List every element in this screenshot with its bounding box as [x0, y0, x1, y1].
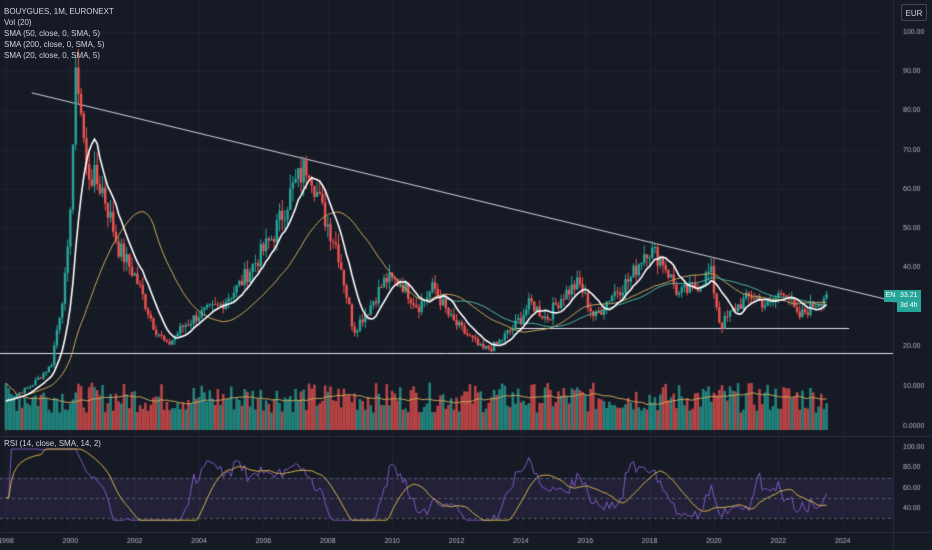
last-price: 33.21 [900, 292, 918, 299]
rsi-legend[interactable]: RSI (14, close, SMA, 14, 2) [4, 439, 101, 448]
legend-sma50[interactable]: SMA (50, close, 0, SMA, 5) [4, 29, 101, 38]
legend-sma20[interactable]: SMA (20, close, 0, SMA, 5) [4, 51, 101, 60]
legend-volume[interactable]: Vol (20) [4, 18, 32, 27]
price-box: 33.21 3d 4h [897, 290, 921, 312]
symbol-title[interactable]: BOUYGUES, 1M, EURONEXT [4, 7, 114, 16]
symbol-badge: EN [884, 290, 897, 302]
legend-sma200[interactable]: SMA (200, close, 0, SMA, 5) [4, 40, 105, 49]
chart-legend: BOUYGUES, 1M, EURONEXT Vol (20) SMA (50,… [4, 6, 114, 61]
bar-countdown: 3d 4h [900, 302, 918, 309]
last-price-tag: EN 33.21 3d 4h [884, 290, 921, 312]
currency-button[interactable]: EUR [901, 4, 927, 21]
